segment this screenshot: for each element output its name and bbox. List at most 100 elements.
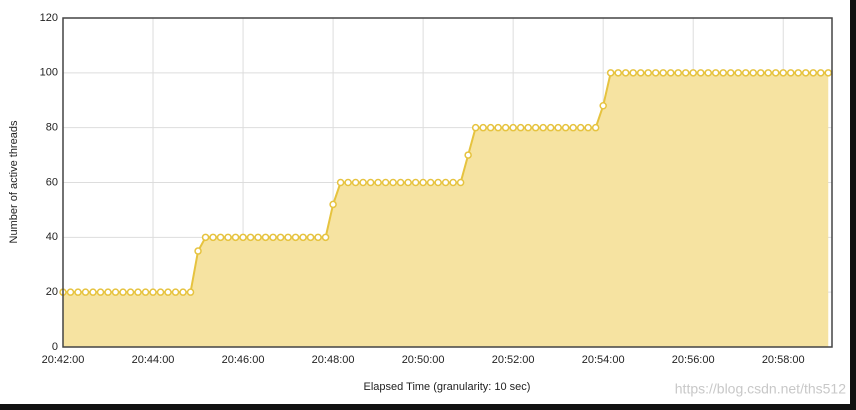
y-tick-label: 0 bbox=[52, 341, 58, 353]
data-point bbox=[269, 233, 277, 242]
data-point bbox=[561, 123, 570, 132]
data-point bbox=[591, 123, 600, 132]
data-point bbox=[396, 178, 405, 187]
data-point bbox=[441, 178, 450, 187]
data-point bbox=[486, 123, 495, 132]
data-point bbox=[621, 69, 630, 77]
x-tick-label: 20:42:00 bbox=[42, 354, 85, 366]
data-point bbox=[629, 69, 637, 77]
data-point bbox=[89, 288, 97, 296]
data-point bbox=[134, 288, 142, 296]
data-point bbox=[756, 69, 765, 77]
watermark: https://blog.csdn.net/ths512 bbox=[675, 381, 846, 397]
x-tick-label: 20:48:00 bbox=[312, 354, 355, 366]
data-point bbox=[599, 101, 607, 110]
data-point bbox=[254, 233, 262, 242]
data-point bbox=[726, 69, 735, 77]
data-point bbox=[299, 233, 307, 242]
data-point bbox=[344, 178, 352, 187]
data-point bbox=[359, 178, 367, 187]
data-point bbox=[516, 123, 525, 132]
data-point bbox=[689, 69, 697, 77]
y-tick-label: 40 bbox=[46, 231, 58, 243]
data-point bbox=[66, 288, 75, 296]
data-point bbox=[771, 69, 780, 77]
data-point bbox=[209, 233, 217, 242]
data-point bbox=[284, 233, 292, 242]
x-tick-label: 20:58:00 bbox=[762, 354, 805, 366]
data-point bbox=[614, 69, 622, 77]
y-tick-label: 120 bbox=[40, 12, 58, 24]
data-point bbox=[329, 200, 337, 209]
data-point bbox=[659, 69, 667, 77]
area bbox=[63, 72, 829, 347]
plot-area: 0 20 40 60 80 100 120 20:42:00 20:44:00 20:46:00 2… bbox=[40, 12, 833, 366]
x-tick-label: 20:54:00 bbox=[582, 354, 625, 366]
data-point bbox=[674, 69, 682, 77]
data-point bbox=[666, 69, 675, 77]
data-point bbox=[569, 123, 577, 132]
data-point bbox=[681, 69, 690, 77]
data-point bbox=[231, 233, 240, 242]
data-point bbox=[696, 69, 705, 77]
data-point bbox=[224, 233, 232, 242]
data-point bbox=[711, 69, 720, 77]
data-point bbox=[104, 288, 112, 296]
data-point bbox=[314, 233, 322, 242]
data-point bbox=[539, 123, 547, 132]
data-point bbox=[96, 288, 105, 296]
data-point bbox=[801, 69, 810, 77]
data-point bbox=[531, 123, 540, 132]
data-point bbox=[351, 178, 360, 187]
data-point bbox=[434, 178, 442, 187]
data-point bbox=[749, 69, 757, 77]
data-point bbox=[651, 69, 660, 77]
y-tick-label: 20 bbox=[46, 286, 58, 298]
data-point bbox=[374, 178, 382, 187]
plot-frame bbox=[62, 17, 833, 348]
data-point bbox=[411, 178, 420, 187]
data-point bbox=[794, 69, 802, 77]
data-point bbox=[584, 123, 592, 132]
x-axis-label: Elapsed Time (granularity: 10 sec) bbox=[364, 381, 531, 393]
data-point bbox=[111, 288, 120, 296]
y-tick-label: 100 bbox=[40, 67, 58, 79]
data-point bbox=[126, 288, 135, 296]
data-point bbox=[824, 69, 832, 77]
data-point bbox=[426, 178, 435, 187]
data-point bbox=[291, 233, 300, 242]
data-point bbox=[479, 123, 487, 132]
right-border bbox=[850, 0, 856, 410]
data-point bbox=[119, 288, 127, 296]
data-point bbox=[186, 288, 195, 296]
y-tick-label: 80 bbox=[46, 122, 58, 134]
data-point bbox=[179, 288, 187, 296]
data-point bbox=[404, 178, 412, 187]
data-point bbox=[786, 69, 795, 77]
data-point bbox=[636, 69, 645, 77]
data-point bbox=[381, 178, 390, 187]
y-tick-label: 60 bbox=[46, 176, 58, 188]
data-point bbox=[449, 178, 457, 187]
data-point bbox=[149, 288, 157, 296]
data-point bbox=[464, 151, 472, 159]
data-point bbox=[546, 123, 555, 132]
data-point bbox=[501, 123, 510, 132]
data-point bbox=[246, 233, 255, 242]
data-point bbox=[779, 69, 787, 77]
data-point bbox=[194, 247, 202, 255]
x-tick-label: 20:52:00 bbox=[492, 354, 535, 366]
data-point bbox=[171, 288, 180, 296]
data-point bbox=[239, 233, 247, 242]
data-point bbox=[276, 233, 285, 242]
data-point bbox=[74, 288, 82, 296]
data-point bbox=[471, 123, 480, 132]
data-point bbox=[764, 69, 772, 77]
data-point bbox=[164, 288, 172, 296]
data-point bbox=[389, 178, 397, 187]
data-point bbox=[306, 233, 315, 242]
x-tick-label: 20:46:00 bbox=[222, 354, 265, 366]
data-point bbox=[494, 123, 502, 132]
x-tick-label: 20:56:00 bbox=[672, 354, 715, 366]
